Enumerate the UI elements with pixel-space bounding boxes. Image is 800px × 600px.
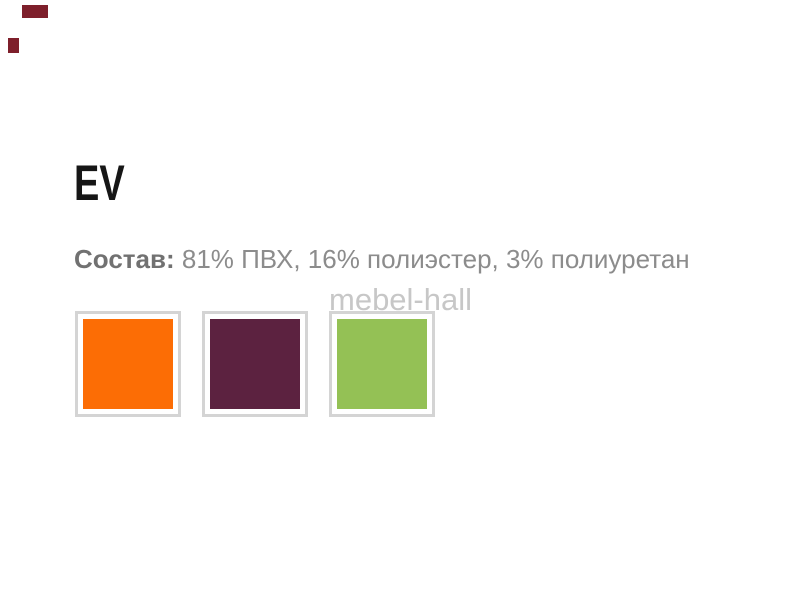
composition-text: Состав: 81% ПВХ, 16% полиэстер, 3% полиу… — [74, 246, 690, 273]
swatch-purple-fill — [210, 319, 300, 409]
watermark-text: mebel-hall — [329, 282, 473, 317]
swatch-green-fill — [337, 319, 427, 409]
color-swatch-row — [75, 311, 435, 417]
swatch-green[interactable] — [329, 311, 435, 417]
composition-value: 81% ПВХ, 16% полиэстер, 3% полиуретан — [181, 244, 690, 274]
swatch-orange[interactable] — [75, 311, 181, 417]
corner-artifact-mark — [8, 38, 19, 53]
composition-label: Состав: — [74, 244, 175, 274]
swatch-orange-fill — [83, 319, 173, 409]
page-title: EV — [74, 155, 125, 211]
swatch-purple[interactable] — [202, 311, 308, 417]
corner-artifact-mark — [22, 5, 48, 18]
